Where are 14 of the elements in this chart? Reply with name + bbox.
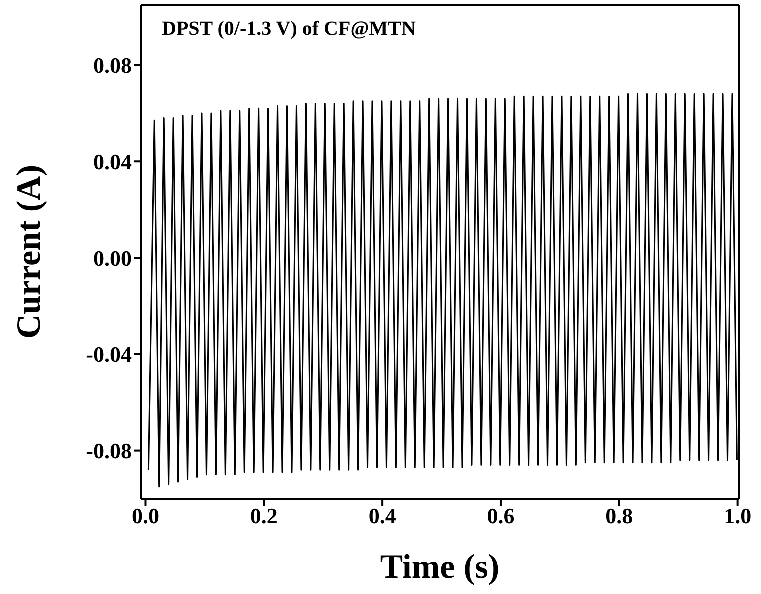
x-tick-label: 0.8 — [606, 504, 634, 529]
text: DPST (0/-1.3 V) of CF@MTN — [162, 18, 416, 41]
x-tick-label: 0.2 — [250, 504, 278, 529]
x-tick-label: 0.0 — [132, 504, 160, 529]
x-axis-title: Time (s) — [380, 549, 500, 586]
y-tick-label: -0.04 — [86, 342, 132, 368]
y-tick-label: 0.00 — [94, 246, 132, 271]
x-tick-label: 0.6 — [487, 504, 515, 529]
x-tick-label: 0.4 — [368, 504, 396, 529]
y-axis-title: Current (A) — [11, 164, 48, 340]
y-tick-label: -0.08 — [86, 438, 132, 464]
y-tick-label: 0.04 — [94, 149, 132, 174]
y-tick-label: 0.08 — [94, 53, 132, 78]
x-tick-label: 1.0 — [724, 504, 752, 529]
